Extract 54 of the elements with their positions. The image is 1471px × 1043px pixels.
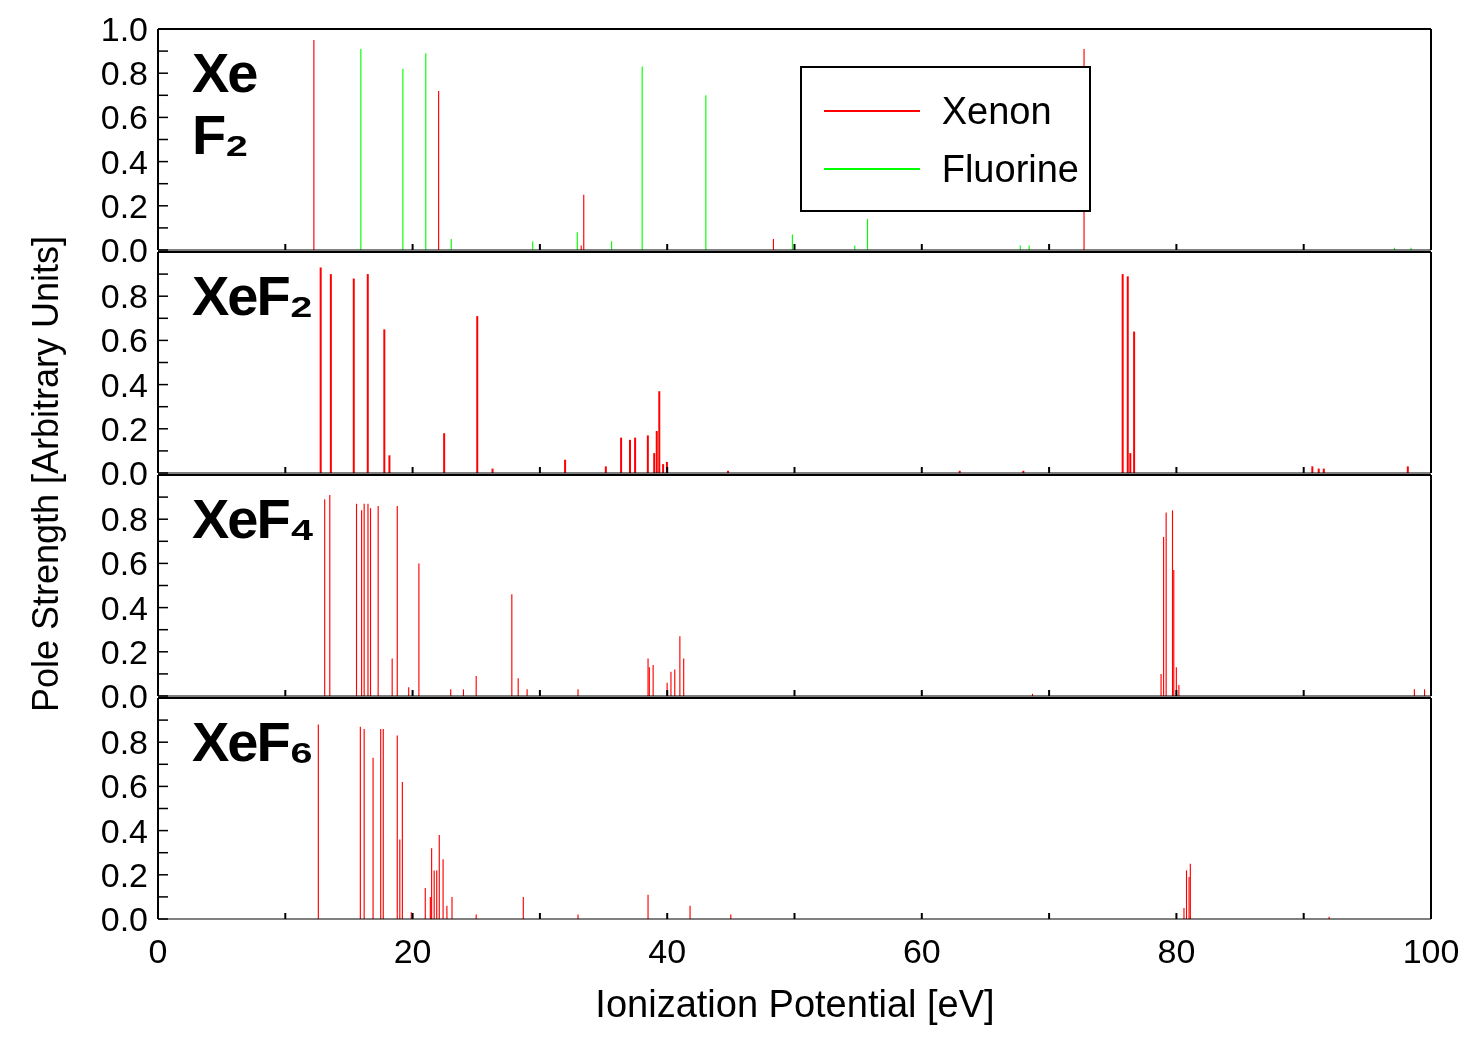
bar — [604, 466, 607, 473]
y-tick-label: 0.2 — [100, 186, 148, 225]
bar — [476, 316, 479, 473]
bar — [634, 437, 637, 473]
bar — [352, 278, 355, 473]
bar — [646, 435, 649, 473]
y-tick-label: 0.4 — [100, 811, 148, 850]
chart-title: XeF₆ — [192, 710, 313, 773]
bar — [1406, 466, 1409, 473]
y-tick-label: 0.8 — [100, 277, 148, 316]
y-axis-title: Pole Strength [Arbitrary Units] — [25, 235, 67, 713]
y-tick-label: 0.0 — [100, 231, 148, 270]
bar — [1121, 274, 1124, 473]
bar — [319, 267, 322, 473]
x-tick-label: 60 — [902, 932, 941, 971]
y-tick-label: 0.2 — [100, 632, 148, 671]
text: Xe F₂ — [192, 41, 257, 166]
bar — [658, 391, 661, 473]
x-tick-label: 20 — [393, 932, 432, 971]
y-tick-label: 0.6 — [100, 767, 148, 806]
bar — [620, 437, 623, 473]
y-tick-label: 0.4 — [100, 365, 148, 404]
x-tick-label: 0 — [148, 932, 168, 971]
bar — [1311, 466, 1314, 473]
y-tick-label: 0.8 — [100, 723, 148, 762]
chart-title: XeF₄ — [192, 487, 314, 550]
bar — [629, 439, 632, 473]
chart-title: XeF₂ — [192, 264, 312, 327]
x-tick-label: 80 — [1157, 932, 1196, 971]
bar — [443, 433, 446, 473]
y-tick-label: 1.0 — [100, 10, 148, 49]
bar — [366, 274, 369, 473]
bar — [1133, 331, 1136, 473]
y-tick-label: 0.6 — [100, 321, 148, 360]
y-tick-label: 0.6 — [100, 98, 148, 137]
legend-label: Xenon — [941, 89, 1052, 133]
bar — [383, 329, 386, 473]
y-tick-label: 0.6 — [100, 544, 148, 583]
y-tick-label: 0.8 — [100, 54, 148, 93]
y-tick-label: 0.2 — [100, 409, 148, 448]
y-tick-label: 0.0 — [100, 677, 148, 716]
legend-label: Fluorine — [941, 147, 1079, 191]
y-tick-label: 0.2 — [100, 855, 148, 894]
bar — [1126, 276, 1129, 473]
x-tick-label: 100 — [1402, 932, 1460, 971]
bar — [329, 274, 332, 473]
y-tick-label: 0.4 — [100, 142, 148, 181]
bar — [388, 455, 391, 473]
y-tick-label: 0.4 — [100, 588, 148, 627]
x-tick-label: 40 — [648, 932, 687, 971]
y-tick-label: 0.0 — [100, 900, 148, 939]
x-axis-title: Ionization Potential [eV] — [594, 983, 996, 1026]
y-tick-label: 0.0 — [100, 454, 148, 493]
y-tick-label: 0.8 — [100, 500, 148, 539]
